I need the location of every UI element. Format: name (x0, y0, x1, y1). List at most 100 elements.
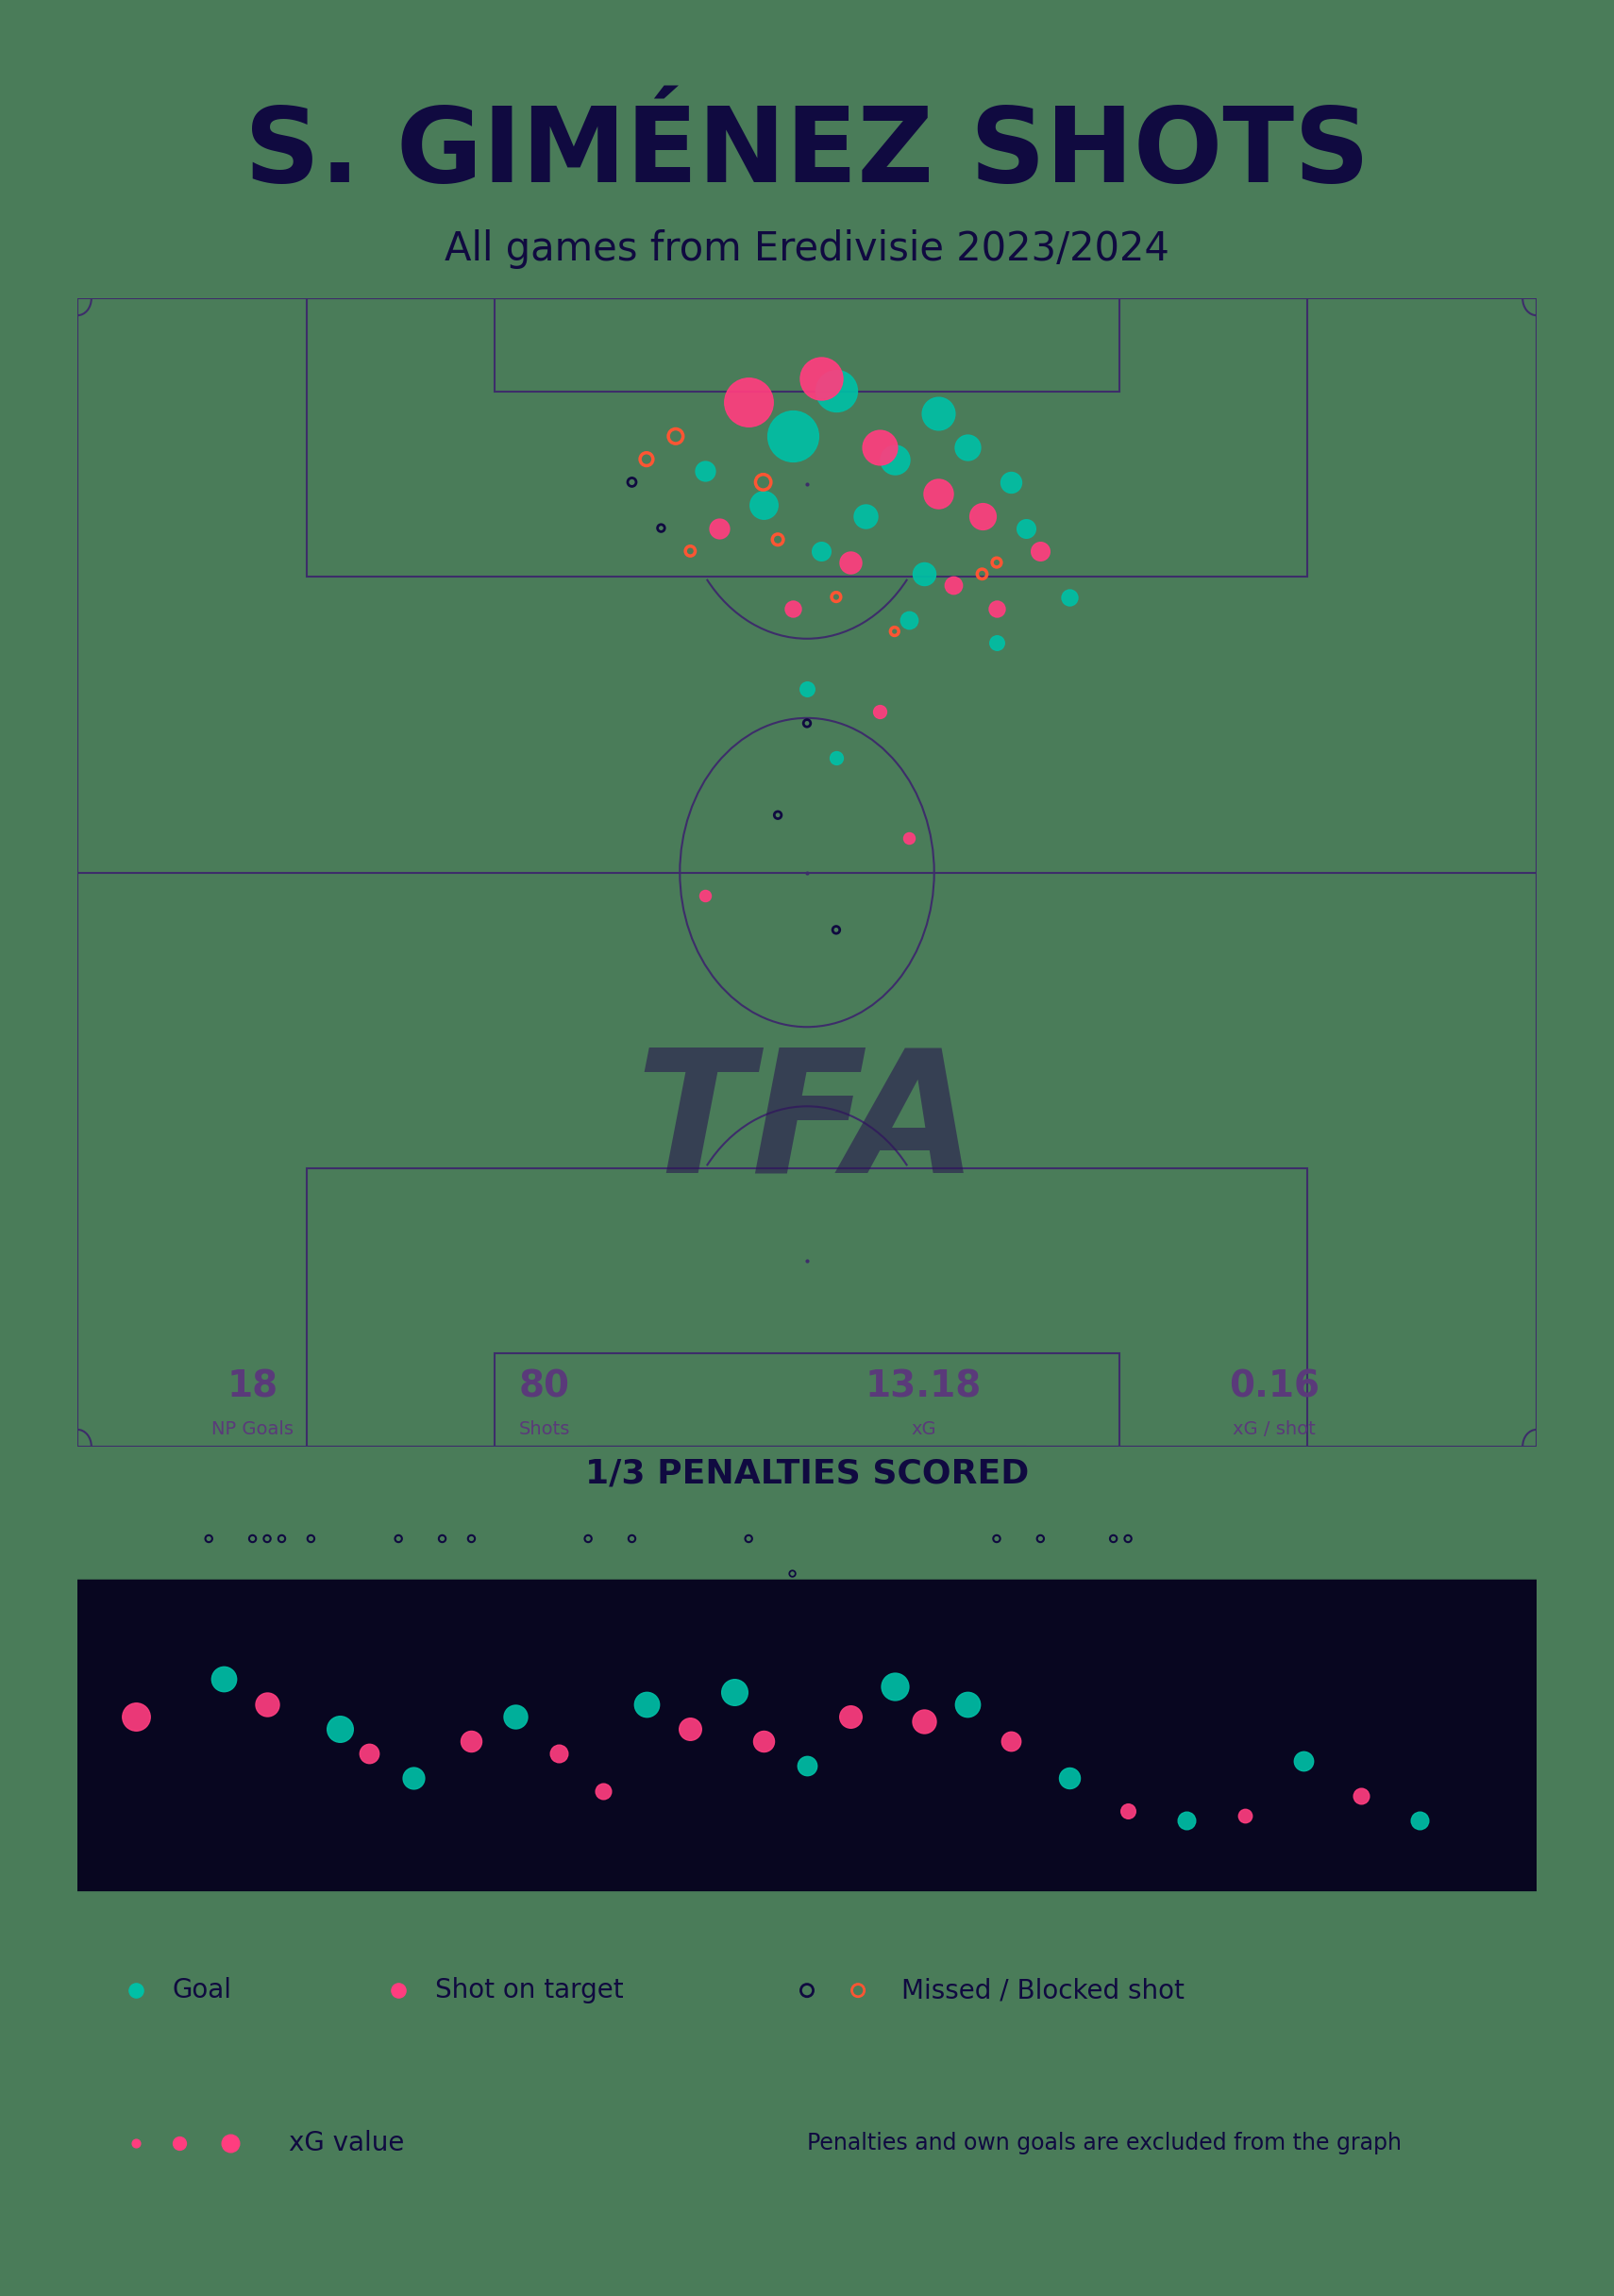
Point (1115, 1520, 1141, 1557)
Point (1553, 1784, 1578, 1821)
Point (896, 820, 922, 856)
Bar (307, 1169, 1307, 1446)
Text: All games from Eredivisie 2023/2024: All games from Eredivisie 2023/2024 (444, 230, 1170, 269)
Text: Shot on target: Shot on target (434, 1977, 623, 2004)
Point (1349, 1777, 1375, 1814)
Point (707, 510, 733, 546)
Point (620, 1520, 646, 1557)
Point (589, 1773, 615, 1809)
Point (1115, 1793, 1141, 1830)
Point (809, 533, 834, 569)
Point (867, 693, 893, 730)
Point (1028, 533, 1054, 569)
Point (985, 544, 1010, 581)
Point (239, 1520, 265, 1557)
Point (765, 797, 791, 833)
Point (218, 2126, 244, 2163)
Text: TFA: TFA (636, 1042, 978, 1208)
Point (794, 1972, 820, 2009)
Point (838, 1699, 863, 1736)
Point (881, 1669, 907, 1706)
Point (823, 912, 849, 948)
Point (458, 1722, 484, 1759)
Point (502, 1699, 528, 1736)
Point (1057, 1761, 1083, 1798)
Point (968, 498, 994, 535)
Point (823, 372, 849, 409)
Point (780, 1554, 805, 1591)
Point (985, 1520, 1010, 1557)
Point (867, 429, 893, 466)
Point (910, 1704, 936, 1740)
Text: Missed / Blocked shot: Missed / Blocked shot (902, 1977, 1185, 2004)
Point (925, 395, 951, 432)
Bar (307, 298, 1307, 576)
Point (794, 1747, 820, 1784)
Point (838, 544, 863, 581)
Point (939, 567, 965, 604)
Bar (494, 298, 1120, 390)
Text: Penalties and own goals are excluded from the graph: Penalties and own goals are excluded fro… (807, 2133, 1401, 2156)
Point (780, 590, 805, 627)
Point (649, 510, 675, 546)
Point (780, 418, 805, 455)
Point (36, 1825, 61, 1862)
Point (458, 1520, 484, 1557)
Point (751, 487, 776, 523)
Point (620, 464, 646, 501)
Point (1553, 1690, 1578, 1727)
Point (634, 441, 660, 478)
Text: S. GIMÉNEZ SHOTS: S. GIMÉNEZ SHOTS (244, 103, 1370, 204)
Point (985, 590, 1010, 627)
Text: 0.16: 0.16 (1228, 1368, 1319, 1405)
Point (36, 1701, 61, 1738)
Point (429, 1520, 455, 1557)
Point (270, 1520, 295, 1557)
Point (954, 429, 980, 466)
Point (794, 670, 820, 707)
Point (999, 464, 1025, 501)
Point (809, 360, 834, 397)
Text: Shots: Shots (518, 1421, 570, 1437)
Text: 18: 18 (228, 1368, 278, 1405)
Bar (494, 1355, 1120, 1446)
Point (1553, 1752, 1578, 1789)
Point (736, 383, 762, 420)
Point (692, 877, 718, 914)
Point (1028, 1520, 1054, 1557)
Point (954, 1685, 980, 1722)
FancyBboxPatch shape (63, 1580, 1551, 1892)
Point (195, 1520, 221, 1557)
Point (546, 1736, 571, 1773)
Text: xG: xG (912, 1421, 936, 1437)
Point (896, 602, 922, 638)
Text: NP Goals: NP Goals (211, 1421, 294, 1437)
Point (999, 1722, 1025, 1759)
Point (751, 464, 776, 501)
Text: 13.18: 13.18 (865, 1368, 981, 1405)
Point (1173, 1802, 1199, 1839)
Point (881, 613, 907, 650)
Point (823, 739, 849, 776)
Point (166, 2126, 192, 2163)
Point (255, 1685, 281, 1722)
Point (255, 1520, 281, 1557)
Point (575, 1520, 600, 1557)
Point (357, 1736, 383, 1773)
Point (299, 1520, 324, 1557)
Point (968, 556, 994, 592)
Text: xG / shot: xG / shot (1233, 1421, 1315, 1437)
Point (634, 1685, 660, 1722)
Point (123, 1699, 148, 1736)
Point (1553, 1720, 1578, 1756)
Text: 80: 80 (518, 1368, 570, 1405)
Point (678, 533, 704, 569)
Point (210, 1660, 236, 1697)
Text: xG value: xG value (289, 2131, 405, 2156)
Bar (589, 1446, 1025, 1488)
Point (1231, 1798, 1257, 1835)
Point (1290, 1743, 1315, 1779)
Text: 1/3 PENALTIES SCORED: 1/3 PENALTIES SCORED (584, 1458, 1028, 1490)
Point (123, 1972, 148, 2009)
Point (721, 1674, 747, 1711)
